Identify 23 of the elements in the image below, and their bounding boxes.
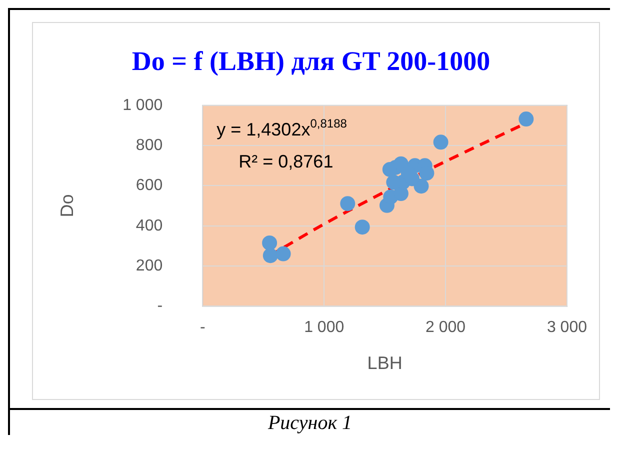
annotation: R² = 0,8761 <box>238 151 334 172</box>
y-tick-label: - <box>157 298 163 315</box>
x-tick-label: 2 000 <box>426 319 466 336</box>
text: Рисунок 1 <box>10 408 610 435</box>
point <box>354 220 370 235</box>
y-tick-label: 600 <box>136 177 163 194</box>
y-tick-label: 200 <box>136 257 163 274</box>
point <box>419 166 434 181</box>
x-tick-label: 1 000 <box>304 319 344 336</box>
x-tick-label: - <box>200 319 206 336</box>
point <box>518 112 534 127</box>
point <box>262 235 278 250</box>
y-tick-label: 1 000 <box>122 96 163 114</box>
point <box>340 196 356 212</box>
point <box>262 248 278 264</box>
point <box>276 246 291 262</box>
x-tick-label: 3 000 <box>546 319 588 336</box>
y-axis-title: Do <box>56 194 77 218</box>
y-tick-label: 400 <box>136 217 163 234</box>
x-axis-title: LBH <box>367 353 402 374</box>
chart-title: Do = f (LBH) для GT 200-1000 <box>132 46 490 76</box>
y-tick-label: 800 <box>136 136 163 154</box>
point <box>433 134 448 150</box>
